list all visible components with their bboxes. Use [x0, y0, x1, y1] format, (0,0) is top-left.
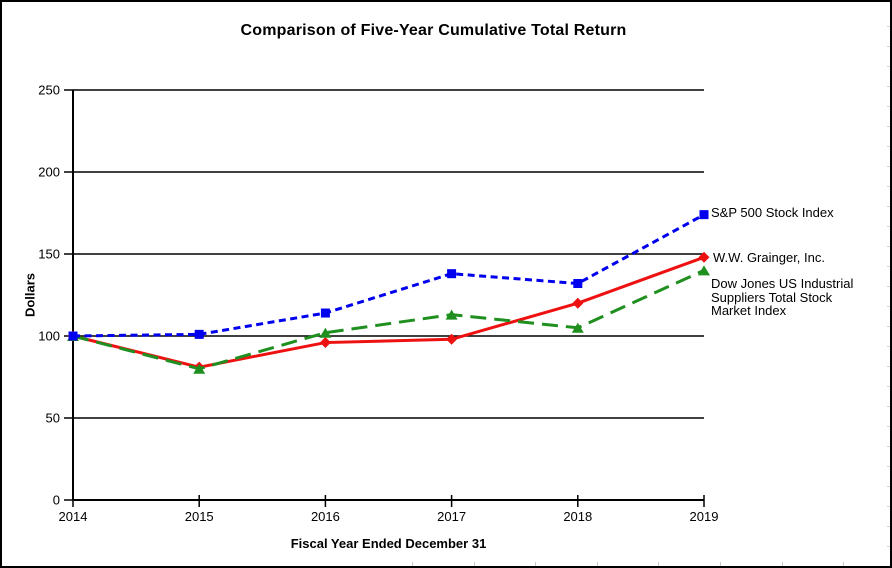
series-line-2	[72, 269, 705, 371]
marker-square	[447, 269, 457, 279]
marker-triangle	[698, 265, 710, 276]
sheet-row-gridline-mark	[887, 246, 890, 247]
x-tick-label: 2015	[185, 509, 214, 524]
sheet-column-gridline-mark	[720, 562, 721, 566]
y-axis-title: Dollars	[22, 272, 38, 318]
x-tick-label: 2019	[690, 509, 719, 524]
chart-title: Comparison of Five-Year Cumulative Total…	[240, 22, 627, 39]
legend-grainger-label: W.W. Grainger, Inc.	[713, 250, 825, 265]
sheet-row-gridline-mark	[887, 486, 890, 487]
sheet-column-gridline-mark	[474, 562, 475, 566]
x-tick-label: 2018	[563, 509, 592, 524]
marker-diamond	[446, 333, 458, 345]
marker-square	[68, 331, 78, 341]
marker-diamond	[572, 297, 584, 309]
sheet-row-gridline-mark	[887, 386, 890, 387]
sheet-row-gridline-mark	[887, 146, 890, 147]
sheet-row-gridline-mark	[887, 226, 890, 227]
sheet-row-gridline-mark	[887, 446, 890, 447]
marker-triangle	[445, 309, 458, 320]
sheet-row-gridline-mark	[887, 286, 890, 287]
sheet-column-gridline-mark	[658, 562, 659, 566]
sheet-row-gridline-mark	[887, 506, 890, 507]
y-tick-label: 200	[38, 165, 60, 180]
marker-square	[573, 279, 583, 289]
sheet-row-gridline-mark	[887, 166, 890, 167]
marker-diamond	[319, 337, 331, 349]
marker-triangle	[319, 327, 332, 338]
sheet-row-gridline-mark	[887, 306, 890, 307]
sheet-column-gridline-mark	[843, 562, 844, 566]
sheet-row-gridline-mark	[887, 406, 890, 407]
y-tick-label: 100	[38, 329, 60, 344]
sheet-row-gridline-mark	[887, 66, 890, 67]
sheet-column-gridline-mark	[782, 562, 783, 566]
sheet-row-gridline-mark	[887, 466, 890, 467]
sheet-row-gridline-mark	[887, 206, 890, 207]
sheet-row-gridline-mark	[887, 546, 890, 547]
sheet-row-gridline-mark	[887, 26, 890, 27]
sheet-row-gridline-mark	[887, 326, 890, 327]
sheet-column-gridline-mark	[412, 562, 413, 566]
sheet-row-gridline-mark	[887, 126, 890, 127]
marker-triangle	[571, 322, 584, 333]
sheet-row-gridline-mark	[887, 86, 890, 87]
marker-square	[699, 210, 709, 220]
marker-square	[320, 308, 330, 318]
y-tick-label: 150	[38, 247, 60, 262]
legend-dowjones-label: Dow Jones US Industrial Suppliers Total …	[711, 276, 854, 318]
y-tick-label: 50	[46, 411, 60, 426]
sheet-row-gridline-mark	[887, 526, 890, 527]
sheet-row-gridline-mark	[887, 346, 890, 347]
marker-diamond	[698, 251, 710, 263]
marker-square	[194, 329, 204, 339]
x-tick-label: 2014	[59, 509, 88, 524]
series-line-1	[72, 255, 705, 369]
x-axis-title: Fiscal Year Ended December 31	[290, 536, 487, 551]
y-tick-label: 0	[53, 493, 60, 508]
x-tick-label: 2016	[311, 509, 340, 524]
x-tick-label: 2017	[437, 509, 466, 524]
sheet-column-gridline-mark	[597, 562, 598, 566]
y-tick-label: 250	[38, 83, 60, 98]
sheet-row-gridline-mark	[887, 186, 890, 187]
marker-triangle	[193, 363, 206, 374]
series-line-0	[72, 213, 705, 338]
sheet-row-gridline-mark	[887, 46, 890, 47]
sheet-row-gridline-mark	[887, 426, 890, 427]
sheet-row-gridline-mark	[887, 266, 890, 267]
sheet-column-gridline-mark	[535, 562, 536, 566]
legend-sp500-label: S&P 500 Stock Index	[711, 205, 834, 220]
sheet-row-gridline-mark	[887, 366, 890, 367]
sheet-row-gridline-mark	[887, 106, 890, 107]
